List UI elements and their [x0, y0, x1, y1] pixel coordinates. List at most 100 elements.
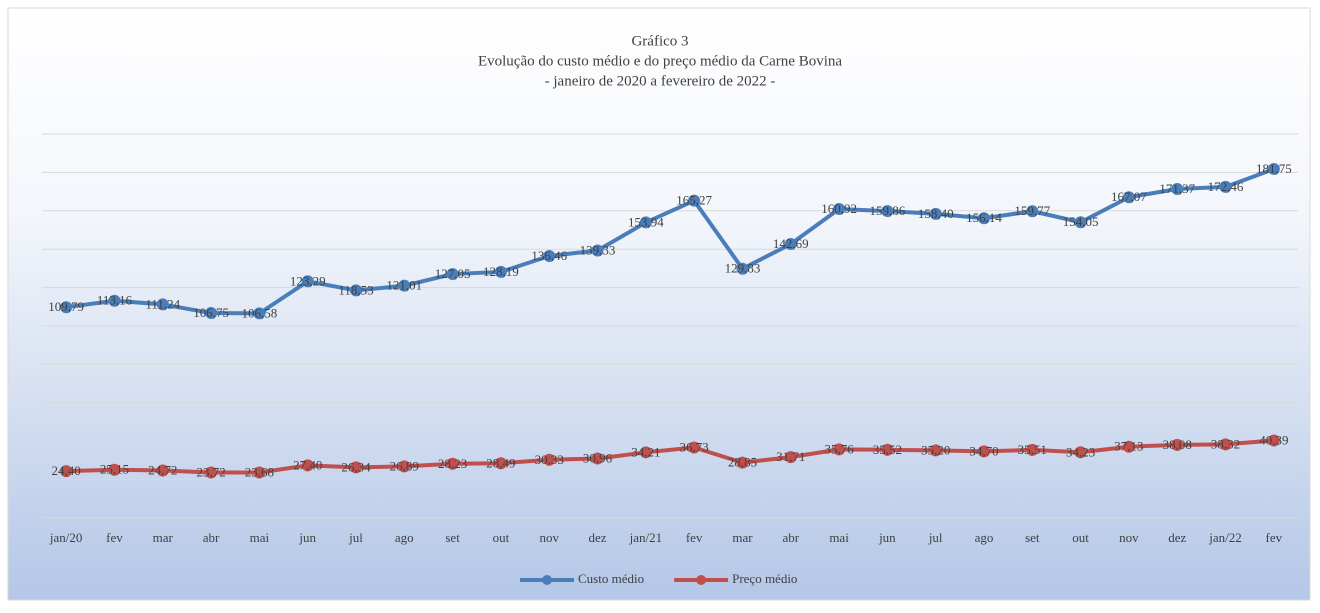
data-point [784, 451, 797, 464]
data-label: 111,24 [145, 296, 180, 311]
data-point [205, 307, 218, 320]
data-point [1171, 182, 1184, 195]
data-point [108, 463, 121, 476]
data-label: 165,27 [676, 193, 712, 208]
x-tick-label: set [1025, 530, 1040, 545]
data-label: 142,69 [773, 236, 809, 251]
data-label: 136,46 [531, 248, 567, 263]
data-point [1074, 216, 1087, 229]
data-point [978, 212, 990, 225]
data-label: 31,71 [776, 449, 805, 464]
data-point [688, 194, 701, 207]
data-label: 34,23 [1066, 444, 1095, 459]
data-point [253, 466, 266, 479]
data-point [398, 460, 411, 473]
x-tick-label: mar [732, 530, 753, 545]
data-label: 153,94 [628, 214, 664, 229]
data-point [1171, 438, 1184, 451]
chart-title: Gráfico 3 [631, 33, 688, 49]
series-line [65, 167, 1275, 316]
data-point [1122, 440, 1135, 453]
data-point [60, 301, 73, 314]
data-label: 28,85 [728, 455, 757, 470]
data-point [881, 443, 894, 456]
x-tick-label: nov [1119, 530, 1139, 545]
data-point [591, 452, 604, 465]
data-label: 121,01 [386, 278, 422, 293]
data-point [1026, 205, 1039, 218]
x-tick-label: ago [975, 530, 994, 545]
data-point [736, 456, 749, 469]
data-label: 35,76 [824, 441, 854, 456]
data-label: 106,75 [193, 305, 229, 320]
data-point [205, 466, 218, 479]
data-label: 37,13 [1114, 439, 1143, 454]
data-point [1219, 180, 1232, 193]
data-point [1267, 163, 1280, 176]
data-point [1074, 446, 1087, 459]
data-point [446, 457, 459, 470]
x-tick-label: mai [829, 530, 849, 545]
data-point [301, 275, 314, 288]
data-label: 156,14 [966, 210, 1002, 225]
data-label: 139,33 [580, 242, 616, 257]
data-point [108, 294, 121, 307]
x-tick-label: fev [686, 530, 703, 545]
data-point [446, 268, 459, 281]
x-tick-label: out [493, 530, 510, 545]
x-tick-label: mai [250, 530, 270, 545]
x-tick-label: abr [203, 530, 220, 545]
data-label: 26,89 [390, 458, 419, 473]
data-label: 172,46 [1208, 179, 1244, 194]
x-tick-label: dez [589, 530, 607, 545]
x-tick-label: abr [782, 530, 799, 545]
data-point [398, 279, 411, 292]
data-label: 27,40 [293, 457, 322, 472]
series-line [66, 438, 1275, 475]
data-point [929, 444, 942, 457]
data-label: 159,77 [1014, 203, 1050, 218]
data-label: 28,23 [438, 456, 467, 471]
data-point [301, 459, 314, 472]
data-label: 171,37 [1159, 181, 1195, 196]
data-point [736, 262, 749, 275]
x-tick-label: jan/22 [1208, 530, 1242, 545]
data-point [688, 441, 701, 454]
x-tick-label: jun [298, 530, 316, 545]
data-label: 128,19 [483, 264, 519, 279]
data-point [1122, 191, 1135, 204]
data-label: 24,72 [148, 463, 177, 478]
data-point [494, 265, 507, 278]
data-label: 23,68 [245, 465, 274, 480]
data-label: 38,08 [1163, 437, 1192, 452]
data-label: 34,70 [969, 443, 998, 458]
x-tick-label: set [445, 530, 460, 545]
chart-subtitle: - janeiro de 2020 a fevereiro de 2022 - [545, 73, 776, 89]
data-label: 167,07 [1111, 189, 1147, 204]
data-point [1026, 443, 1039, 456]
data-point [978, 445, 990, 458]
data-point [1267, 434, 1280, 447]
legend-label: Custo médio [578, 571, 644, 586]
data-label: 36,73 [680, 439, 709, 454]
data-label: 24,40 [52, 463, 81, 478]
legend-marker [696, 575, 707, 585]
data-point [543, 453, 556, 466]
x-tick-label: jun [878, 530, 896, 545]
data-point [784, 238, 797, 251]
chart-area [7, 7, 1311, 601]
data-label: 159,86 [870, 203, 906, 218]
data-label: 28,49 [486, 455, 515, 470]
data-label: 154,05 [1063, 214, 1099, 229]
x-tick-label: jul [928, 530, 943, 545]
data-label: 34,21 [631, 444, 660, 459]
data-point [639, 446, 652, 459]
data-point [639, 216, 652, 229]
x-tick-label: ago [395, 530, 414, 545]
x-tick-label: nov [539, 530, 559, 545]
data-label: 118,53 [338, 282, 373, 297]
data-point [1219, 438, 1232, 451]
legend-label: Preço médio [732, 571, 797, 586]
